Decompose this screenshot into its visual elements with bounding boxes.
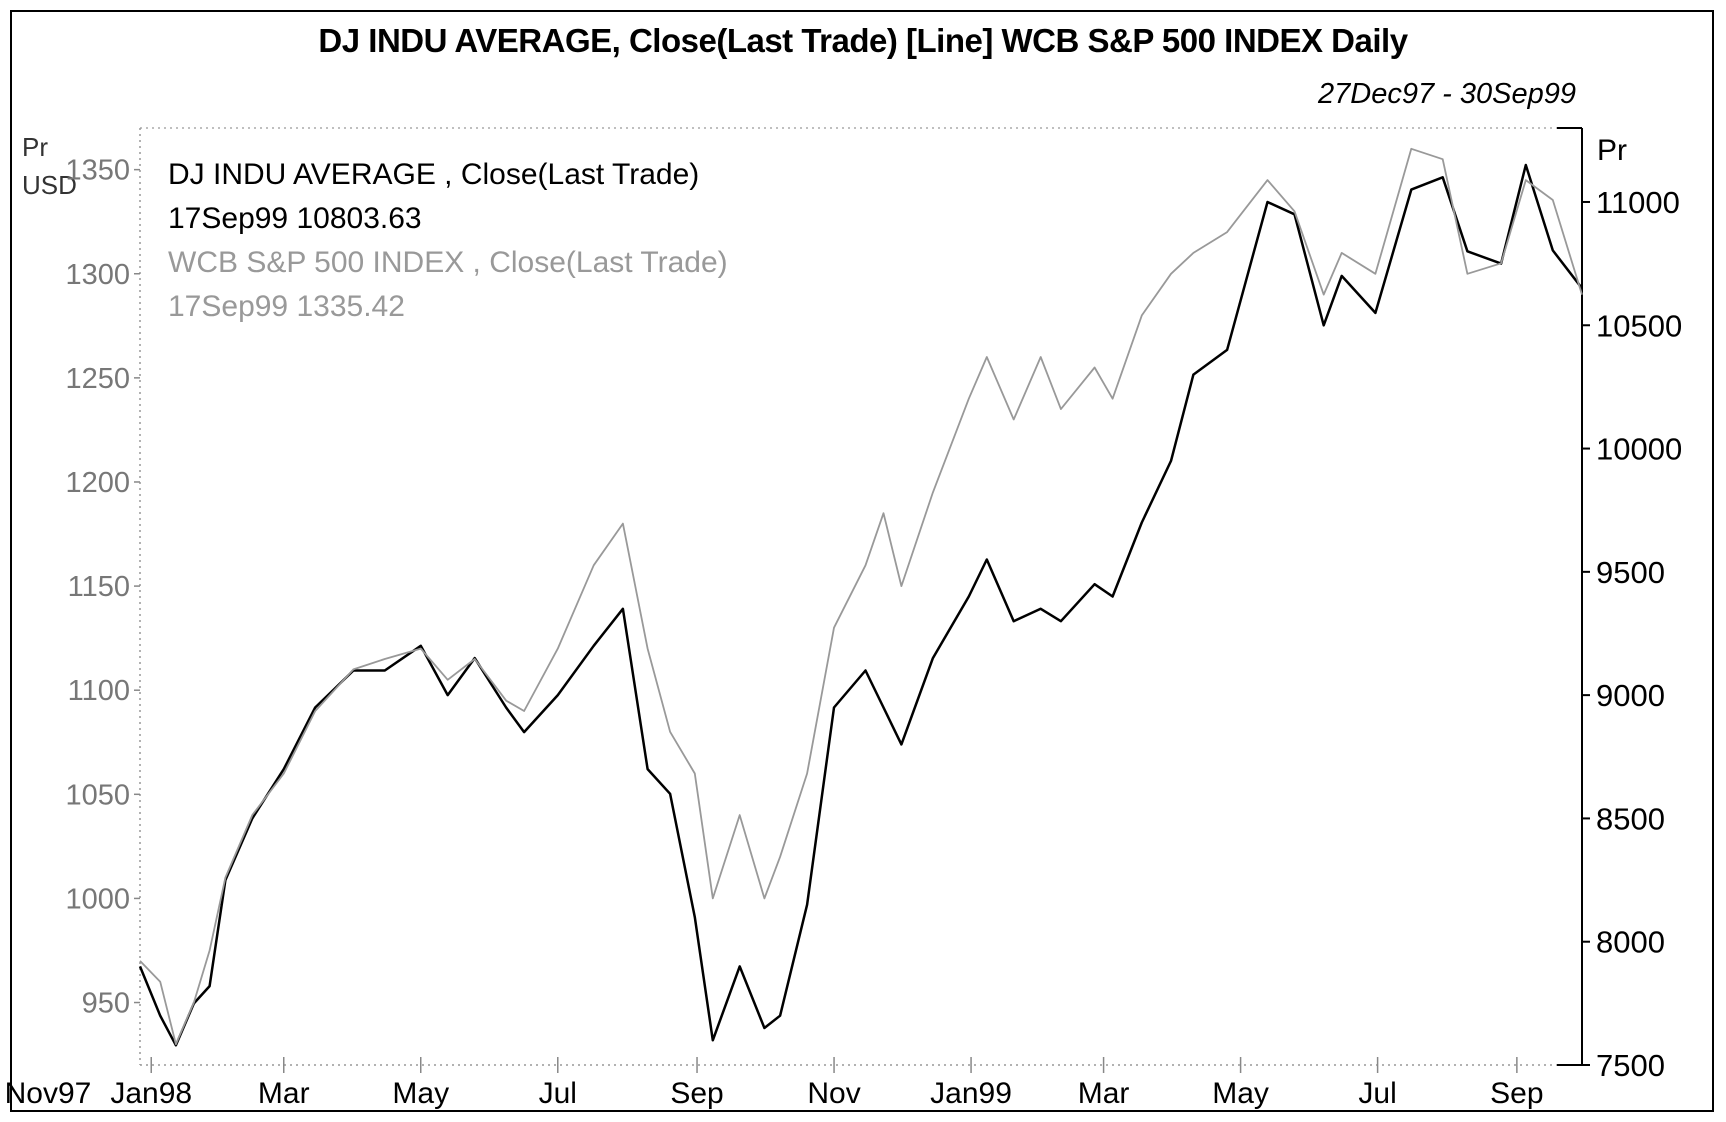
x-axis-tick-label: Mar [258,1077,310,1110]
right-axis-tick-label: 7500 [1596,1048,1665,1083]
x-axis-tick-label: Nov [807,1077,860,1110]
legend-dj-name: DJ INDU AVERAGE , Close(Last Trade) [168,158,700,191]
x-axis-tick-label: Nov97 [5,1077,92,1110]
right-axis-tick-label: 9500 [1596,555,1665,590]
date-range: 27Dec97 - 30Sep99 [1318,78,1576,110]
legend-sp-name: WCB S&P 500 INDEX , Close(Last Trade) [168,246,728,279]
right-axis-tick-label: 10000 [1596,432,1682,467]
x-axis-tick-label: May [1212,1077,1269,1110]
x-axis-tick-label: Jul [1358,1077,1396,1110]
left-axis-unit-line-2: USD [22,170,77,200]
right-axis-unit: Pr [1597,134,1627,167]
x-axis-tick-label: Jul [539,1077,577,1110]
left-axis-tick-label: 1350 [65,155,130,187]
right-axis-tick-label: 9000 [1596,678,1665,713]
left-axis-unit-line-1: Pr [22,132,48,162]
chart-title: DJ INDU AVERAGE, Close(Last Trade) [Line… [318,22,1408,59]
x-axis-tick-label: Sep [1490,1077,1543,1110]
left-axis-unit: Pr USD [22,128,77,204]
right-axis-tick-label: 11000 [1596,185,1680,220]
left-axis-tick-label: 1300 [65,259,130,291]
left-axis-tick-label: 1100 [68,675,130,707]
legend-dj-last: 17Sep99 10803.63 [168,202,422,235]
right-axis-tick-label: 8500 [1596,801,1665,836]
left-axis-tick-label: 1150 [68,571,130,603]
x-axis-tick-label: Jan99 [930,1077,1012,1110]
x-axis-tick-label: May [392,1077,449,1110]
left-axis-tick-label: 1200 [65,467,130,499]
x-axis-tick-label: Jan98 [110,1077,192,1110]
x-axis-tick-label: Sep [670,1077,723,1110]
left-axis-tick-label: 950 [82,988,130,1020]
legend-sp-last: 17Sep99 1335.42 [168,290,405,323]
x-axis-tick-label: Mar [1078,1077,1130,1110]
right-axis-tick-label: 10500 [1596,308,1682,343]
left-axis-tick-label: 1250 [65,363,130,395]
chart-frame [10,10,1714,1112]
left-axis-tick-label: 1000 [65,883,130,915]
right-axis-tick-label: 8000 [1596,925,1665,960]
left-axis-tick-label: 1050 [65,779,130,811]
series-line-sp500 [139,147,1583,1046]
